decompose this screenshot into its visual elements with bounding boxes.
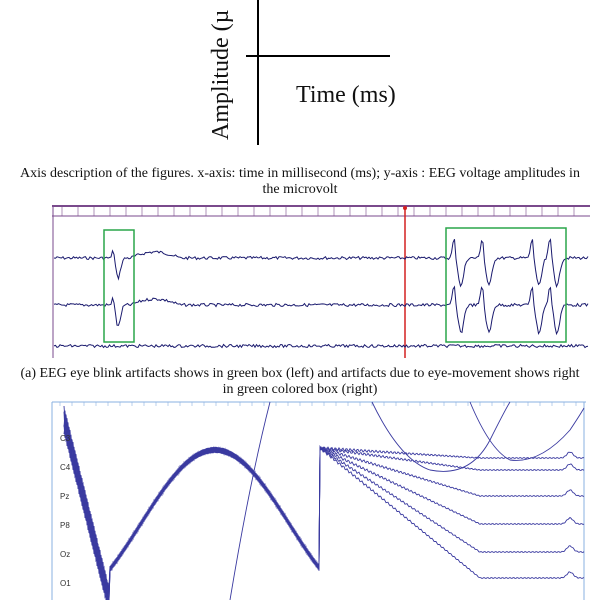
channel-label-p8: P8 — [60, 521, 70, 530]
time-marker-head — [403, 206, 407, 210]
channel-trace-loop — [371, 401, 511, 472]
y-axis-label: Amplitude (µ — [208, 10, 234, 140]
channel-trace — [63, 414, 585, 601]
channel-label-pz: Pz — [60, 492, 70, 501]
channel-label-c4: C4 — [60, 463, 71, 472]
channel-trace — [63, 411, 585, 601]
channel-trace-rise — [229, 401, 271, 601]
channel-label-o1: O1 — [60, 579, 71, 588]
eeg-channels-svg — [51, 401, 586, 601]
eye-movement-artifact-box — [445, 227, 567, 343]
blink-caption: (a) EEG eye blink artifacts shows in gre… — [20, 366, 580, 397]
channel-trace — [63, 405, 585, 601]
eeg-blink-svg — [52, 205, 590, 358]
eeg-channels-panel: C3 C4 Pz P8 Oz O1 — [0, 400, 600, 601]
eeg-trace — [53, 285, 589, 336]
channel-trace — [63, 410, 585, 601]
channel-label-oz: Oz — [60, 550, 71, 559]
eeg-trace — [53, 238, 589, 289]
ruler-ticks — [61, 206, 575, 216]
channel-label-c3: C3 — [60, 434, 71, 443]
blink-artifact-box — [103, 229, 135, 343]
channel-trace-loop — [469, 401, 585, 461]
axis-description-diagram: Amplitude (µ Time (ms) — [0, 0, 600, 150]
top-axis-ticks — [59, 402, 577, 406]
axis-caption: Axis description of the figures. x-axis:… — [20, 166, 580, 197]
channel-trace — [63, 413, 585, 601]
channel-trace — [63, 418, 585, 601]
eeg-traces — [53, 238, 589, 349]
channel-traces — [63, 401, 585, 601]
axis-lines — [246, 0, 390, 145]
x-axis-label: Time (ms) — [296, 82, 396, 108]
eeg-blink-panel — [52, 204, 590, 358]
eeg-trace — [53, 343, 589, 349]
